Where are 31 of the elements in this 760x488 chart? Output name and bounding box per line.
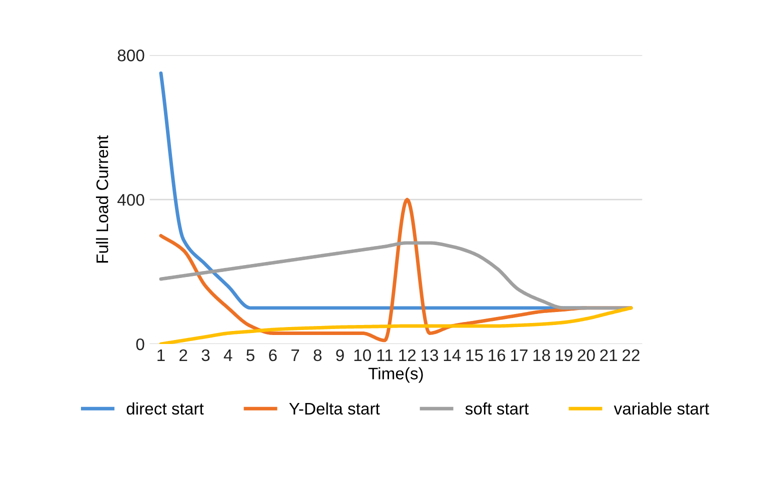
- legend-label: variable start: [614, 402, 710, 415]
- x-tick-label: 19: [556, 349, 572, 362]
- x-tick-label: 7: [291, 350, 300, 361]
- x-tick-label: 15: [466, 350, 483, 362]
- x-tick-label: 16: [488, 349, 506, 362]
- x-tick-label: 11: [377, 350, 393, 361]
- legend-label: Y-Delta start: [289, 402, 380, 415]
- legend-label: direct start: [126, 402, 204, 415]
- x-tick-label: 17: [511, 350, 528, 361]
- x-tick-label: 14: [444, 350, 461, 361]
- y-tick-label: 400: [117, 194, 144, 206]
- x-tick-label: 21: [600, 349, 618, 361]
- x-axis-title: Time(s): [368, 367, 423, 383]
- x-tick-label: 2: [180, 349, 188, 361]
- x-tick-label: 20: [578, 349, 595, 362]
- x-tick-label: 9: [336, 349, 344, 362]
- y-tick-label: 800: [118, 50, 144, 62]
- x-tick-label: 6: [269, 349, 277, 362]
- x-tick-label: 13: [422, 349, 438, 362]
- x-tick-label: 22: [622, 349, 640, 361]
- x-tick-label: 1: [158, 350, 165, 361]
- y-axis-title: Full Load Current: [96, 135, 108, 263]
- x-tick-label: 5: [246, 350, 254, 362]
- x-tick-label: 18: [533, 349, 550, 362]
- x-tick-label: 3: [202, 349, 210, 362]
- x-tick-label: 12: [399, 349, 416, 361]
- x-tick-label: 4: [224, 350, 232, 361]
- legend-label: soft start: [465, 402, 529, 415]
- x-tick-label: 8: [314, 349, 322, 362]
- x-tick-label: 10: [354, 349, 371, 362]
- y-tick-label: 0: [136, 338, 144, 350]
